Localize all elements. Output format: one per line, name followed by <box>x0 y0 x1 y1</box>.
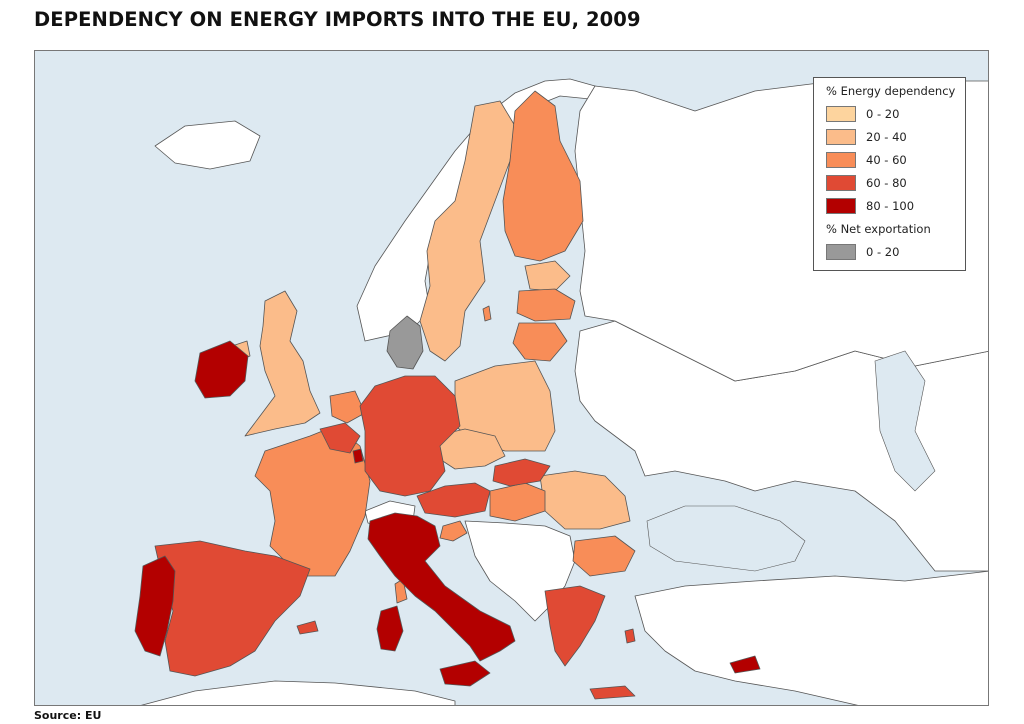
country-sardinia <box>376 605 404 652</box>
country-slovenia <box>439 520 468 542</box>
country-greek-islands <box>624 628 636 644</box>
legend-label: 0 - 20 <box>866 245 900 259</box>
caspian-sea <box>874 350 936 492</box>
legend-label: 60 - 80 <box>866 176 907 190</box>
country-germany <box>359 375 461 497</box>
legend-row: 40 - 60 <box>826 152 956 170</box>
country-latvia <box>516 288 576 322</box>
map-title: DEPENDENCY ON ENERGY IMPORTS INTO THE EU… <box>34 8 641 31</box>
country-estonia <box>524 260 571 292</box>
legend-swatch <box>826 106 856 122</box>
legend-label: 0 - 20 <box>866 107 900 121</box>
country-bulgaria <box>572 535 636 577</box>
source-note: Source: EU <box>34 709 102 722</box>
legend-swatch <box>826 129 856 145</box>
legend-row: 0 - 20 <box>826 244 956 262</box>
country-portugal <box>134 555 176 657</box>
map-legend: % Energy dependency 0 - 20 20 - 40 40 - … <box>813 77 966 271</box>
country-ireland <box>194 340 249 399</box>
map-frame: % Energy dependency 0 - 20 20 - 40 40 - … <box>34 50 989 706</box>
country-finland <box>502 90 584 262</box>
country-belgium <box>319 422 361 454</box>
legend-heading-export: % Net exportation <box>826 222 931 236</box>
legend-label: 20 - 40 <box>866 130 907 144</box>
legend-heading-dependency: % Energy dependency <box>826 84 956 98</box>
choropleth-map: % Energy dependency 0 - 20 20 - 40 40 - … <box>35 51 988 705</box>
country-crete <box>589 685 636 700</box>
country-sicily <box>439 660 491 687</box>
country-austria <box>416 482 491 518</box>
north-africa-region <box>140 680 456 705</box>
country-luxembourg <box>352 448 364 464</box>
country-balearic-islands <box>296 620 319 635</box>
country-netherlands <box>329 390 366 424</box>
country-greece <box>544 585 606 667</box>
country-italy <box>367 512 516 662</box>
legend-swatch <box>826 244 856 260</box>
country-lithuania <box>512 322 568 362</box>
country-cyprus <box>729 655 761 674</box>
legend-row: 80 - 100 <box>826 198 956 216</box>
turkey-region <box>634 570 988 705</box>
country-romania <box>539 470 631 530</box>
country-gotland <box>482 305 492 322</box>
iceland-region <box>154 120 261 170</box>
legend-swatch <box>826 152 856 168</box>
legend-label: 40 - 60 <box>866 153 907 167</box>
legend-label: 80 - 100 <box>866 199 915 213</box>
legend-row: 0 - 20 <box>826 106 956 124</box>
country-slovakia <box>492 458 551 487</box>
legend-swatch <box>826 175 856 191</box>
legend-row: 20 - 40 <box>826 129 956 147</box>
country-uk <box>244 290 321 437</box>
country-spain <box>154 540 311 677</box>
country-denmark <box>386 315 424 370</box>
black-sea <box>646 505 806 572</box>
legend-swatch <box>826 198 856 214</box>
legend-row: 60 - 80 <box>826 175 956 193</box>
